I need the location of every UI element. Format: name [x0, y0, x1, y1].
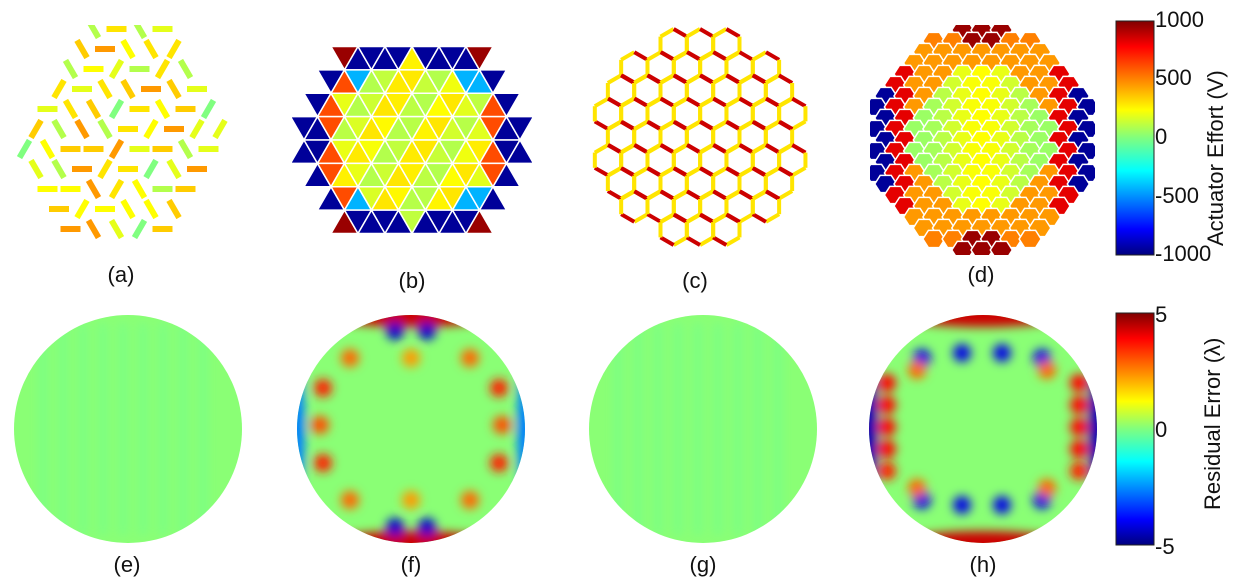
actuator-effort-colorbar	[1115, 20, 1157, 263]
panel-label-g: (g)	[689, 552, 717, 577]
panel-a-actuator-map	[5, 25, 237, 250]
panel-d-actuator-map	[870, 25, 1095, 255]
panel-label-b: (b)	[398, 268, 426, 293]
panel-c-actuator-map	[590, 25, 810, 250]
panel-g-residual-map	[587, 313, 819, 545]
panel-b-actuator-map	[292, 25, 532, 255]
panel-label-c: (c)	[682, 268, 708, 293]
residual-error-colorbar	[1115, 312, 1157, 552]
error-colorbar-title: Residual Error (λ)	[1200, 337, 1225, 510]
error-tick-minus5: -5	[1155, 534, 1175, 559]
effort-tick-0: 0	[1155, 124, 1168, 149]
panel-label-d: (d)	[967, 262, 995, 287]
panel-label-e: (e)	[113, 552, 141, 577]
effort-tick-500: 500	[1155, 65, 1192, 90]
panel-f-residual-map	[295, 313, 527, 545]
panel-label-f: (f)	[400, 552, 422, 577]
error-tick-0: 0	[1155, 417, 1168, 442]
error-tick-5: 5	[1155, 302, 1168, 327]
panel-label-h: (h)	[969, 552, 997, 577]
panel-label-a: (a)	[107, 262, 135, 287]
effort-tick-minus500: -500	[1155, 183, 1200, 208]
effort-tick-1000: 1000	[1155, 7, 1204, 32]
effort-colorbar-title: Actuator Effort (V)	[1203, 70, 1228, 246]
effort-tick-minus1000: -1000	[1155, 241, 1212, 266]
panel-h-residual-map	[867, 313, 1099, 545]
panel-e-residual-map	[12, 313, 244, 545]
